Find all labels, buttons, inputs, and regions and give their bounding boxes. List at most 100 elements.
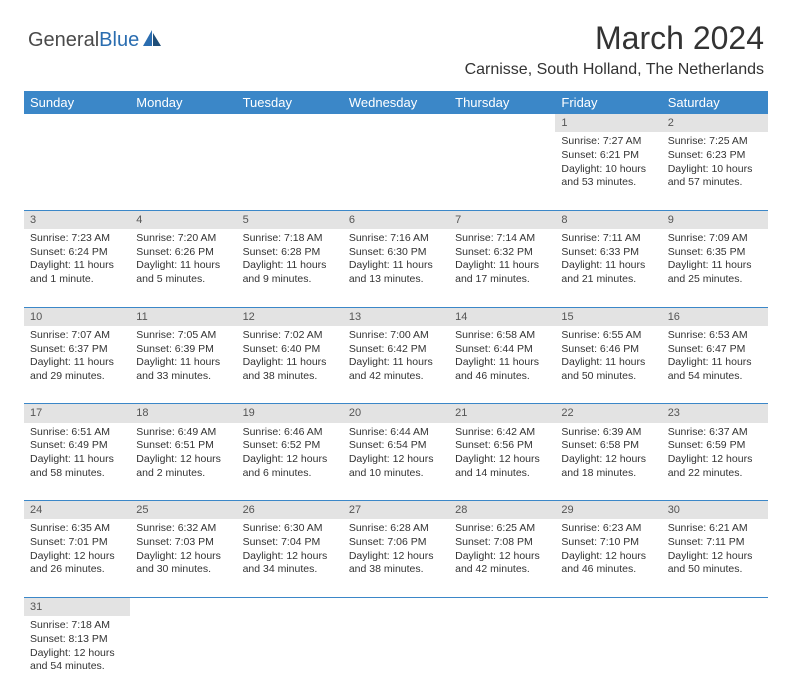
day-cell: Sunrise: 6:58 AMSunset: 6:44 PMDaylight:… <box>449 326 555 404</box>
sunset-text: Sunset: 6:39 PM <box>136 343 230 357</box>
sunrise-text: Sunrise: 6:35 AM <box>30 522 124 536</box>
day-data-row: Sunrise: 7:07 AMSunset: 6:37 PMDaylight:… <box>24 326 768 404</box>
day-cell: Sunrise: 7:18 AMSunset: 8:13 PMDaylight:… <box>24 616 130 694</box>
day-number-cell: 23 <box>662 404 768 423</box>
sunrise-text: Sunrise: 6:28 AM <box>349 522 443 536</box>
daylight-text: Daylight: 12 hours and 10 minutes. <box>349 453 443 480</box>
sunset-text: Sunset: 7:10 PM <box>561 536 655 550</box>
day-cell: Sunrise: 6:46 AMSunset: 6:52 PMDaylight:… <box>237 423 343 501</box>
daylight-text: Daylight: 10 hours and 57 minutes. <box>668 163 762 190</box>
day-cell: Sunrise: 6:55 AMSunset: 6:46 PMDaylight:… <box>555 326 661 404</box>
day-number-cell <box>662 597 768 616</box>
daylight-text: Daylight: 12 hours and 26 minutes. <box>30 550 124 577</box>
daylight-text: Daylight: 12 hours and 38 minutes. <box>349 550 443 577</box>
day-cell: Sunrise: 7:23 AMSunset: 6:24 PMDaylight:… <box>24 229 130 307</box>
day-number-cell: 21 <box>449 404 555 423</box>
sunset-text: Sunset: 6:52 PM <box>243 439 337 453</box>
day-cell: Sunrise: 6:53 AMSunset: 6:47 PMDaylight:… <box>662 326 768 404</box>
day-number-cell: 26 <box>237 501 343 520</box>
day-number-cell: 6 <box>343 210 449 229</box>
sunset-text: Sunset: 6:46 PM <box>561 343 655 357</box>
day-number-cell <box>449 597 555 616</box>
day-cell: Sunrise: 7:02 AMSunset: 6:40 PMDaylight:… <box>237 326 343 404</box>
daylight-text: Daylight: 12 hours and 42 minutes. <box>455 550 549 577</box>
weekday-header-row: SundayMondayTuesdayWednesdayThursdayFrid… <box>24 91 768 114</box>
sunset-text: Sunset: 6:42 PM <box>349 343 443 357</box>
daylight-text: Daylight: 11 hours and 50 minutes. <box>561 356 655 383</box>
daylight-text: Daylight: 12 hours and 54 minutes. <box>30 647 124 674</box>
sunset-text: Sunset: 6:47 PM <box>668 343 762 357</box>
sunrise-text: Sunrise: 6:37 AM <box>668 426 762 440</box>
sunset-text: Sunset: 7:04 PM <box>243 536 337 550</box>
day-cell <box>449 616 555 694</box>
sunrise-text: Sunrise: 7:23 AM <box>30 232 124 246</box>
sunrise-text: Sunrise: 6:49 AM <box>136 426 230 440</box>
header: GeneralBlue March 2024 Carnisse, South H… <box>0 0 792 87</box>
day-number-cell <box>555 597 661 616</box>
day-number-row: 17181920212223 <box>24 404 768 423</box>
sunset-text: Sunset: 6:56 PM <box>455 439 549 453</box>
day-number-cell <box>130 114 236 132</box>
sunrise-text: Sunrise: 6:53 AM <box>668 329 762 343</box>
day-number-cell: 29 <box>555 501 661 520</box>
day-cell: Sunrise: 7:07 AMSunset: 6:37 PMDaylight:… <box>24 326 130 404</box>
day-cell: Sunrise: 7:20 AMSunset: 6:26 PMDaylight:… <box>130 229 236 307</box>
day-cell: Sunrise: 7:00 AMSunset: 6:42 PMDaylight:… <box>343 326 449 404</box>
day-number-cell: 28 <box>449 501 555 520</box>
sunrise-text: Sunrise: 6:46 AM <box>243 426 337 440</box>
calendar-table: SundayMondayTuesdayWednesdayThursdayFrid… <box>24 91 768 694</box>
day-cell <box>130 132 236 210</box>
sunset-text: Sunset: 6:32 PM <box>455 246 549 260</box>
sunrise-text: Sunrise: 7:09 AM <box>668 232 762 246</box>
day-number-cell: 2 <box>662 114 768 132</box>
sunset-text: Sunset: 6:37 PM <box>30 343 124 357</box>
day-number-cell: 5 <box>237 210 343 229</box>
daylight-text: Daylight: 11 hours and 21 minutes. <box>561 259 655 286</box>
day-number-row: 24252627282930 <box>24 501 768 520</box>
daylight-text: Daylight: 12 hours and 22 minutes. <box>668 453 762 480</box>
day-number-cell: 17 <box>24 404 130 423</box>
day-number-cell: 31 <box>24 597 130 616</box>
weekday-header: Tuesday <box>237 91 343 114</box>
day-number-cell: 14 <box>449 307 555 326</box>
weekday-header: Sunday <box>24 91 130 114</box>
sunrise-text: Sunrise: 7:18 AM <box>243 232 337 246</box>
day-number-cell: 25 <box>130 501 236 520</box>
sunrise-text: Sunrise: 6:51 AM <box>30 426 124 440</box>
logo-text-blue: Blue <box>99 29 139 51</box>
day-cell <box>555 616 661 694</box>
sail-icon <box>141 28 163 53</box>
weekday-header: Thursday <box>449 91 555 114</box>
sunset-text: Sunset: 7:06 PM <box>349 536 443 550</box>
sunrise-text: Sunrise: 6:25 AM <box>455 522 549 536</box>
day-cell: Sunrise: 6:35 AMSunset: 7:01 PMDaylight:… <box>24 519 130 597</box>
sunset-text: Sunset: 6:35 PM <box>668 246 762 260</box>
day-number-cell: 4 <box>130 210 236 229</box>
day-cell: Sunrise: 7:16 AMSunset: 6:30 PMDaylight:… <box>343 229 449 307</box>
day-cell <box>24 132 130 210</box>
day-cell: Sunrise: 6:25 AMSunset: 7:08 PMDaylight:… <box>449 519 555 597</box>
day-cell: Sunrise: 6:51 AMSunset: 6:49 PMDaylight:… <box>24 423 130 501</box>
sunset-text: Sunset: 7:01 PM <box>30 536 124 550</box>
day-cell: Sunrise: 7:05 AMSunset: 6:39 PMDaylight:… <box>130 326 236 404</box>
daylight-text: Daylight: 12 hours and 46 minutes. <box>561 550 655 577</box>
day-cell: Sunrise: 6:37 AMSunset: 6:59 PMDaylight:… <box>662 423 768 501</box>
day-number-row: 10111213141516 <box>24 307 768 326</box>
day-number-cell <box>343 597 449 616</box>
day-number-cell <box>24 114 130 132</box>
day-number-cell <box>130 597 236 616</box>
sunset-text: Sunset: 6:21 PM <box>561 149 655 163</box>
day-cell <box>449 132 555 210</box>
sunrise-text: Sunrise: 7:25 AM <box>668 135 762 149</box>
day-number-cell: 16 <box>662 307 768 326</box>
day-number-cell: 15 <box>555 307 661 326</box>
sunrise-text: Sunrise: 6:21 AM <box>668 522 762 536</box>
day-number-cell: 7 <box>449 210 555 229</box>
day-number-cell: 19 <box>237 404 343 423</box>
sunset-text: Sunset: 6:24 PM <box>30 246 124 260</box>
day-number-cell: 24 <box>24 501 130 520</box>
sunrise-text: Sunrise: 7:20 AM <box>136 232 230 246</box>
day-data-row: Sunrise: 7:18 AMSunset: 8:13 PMDaylight:… <box>24 616 768 694</box>
daylight-text: Daylight: 11 hours and 46 minutes. <box>455 356 549 383</box>
sunset-text: Sunset: 6:51 PM <box>136 439 230 453</box>
